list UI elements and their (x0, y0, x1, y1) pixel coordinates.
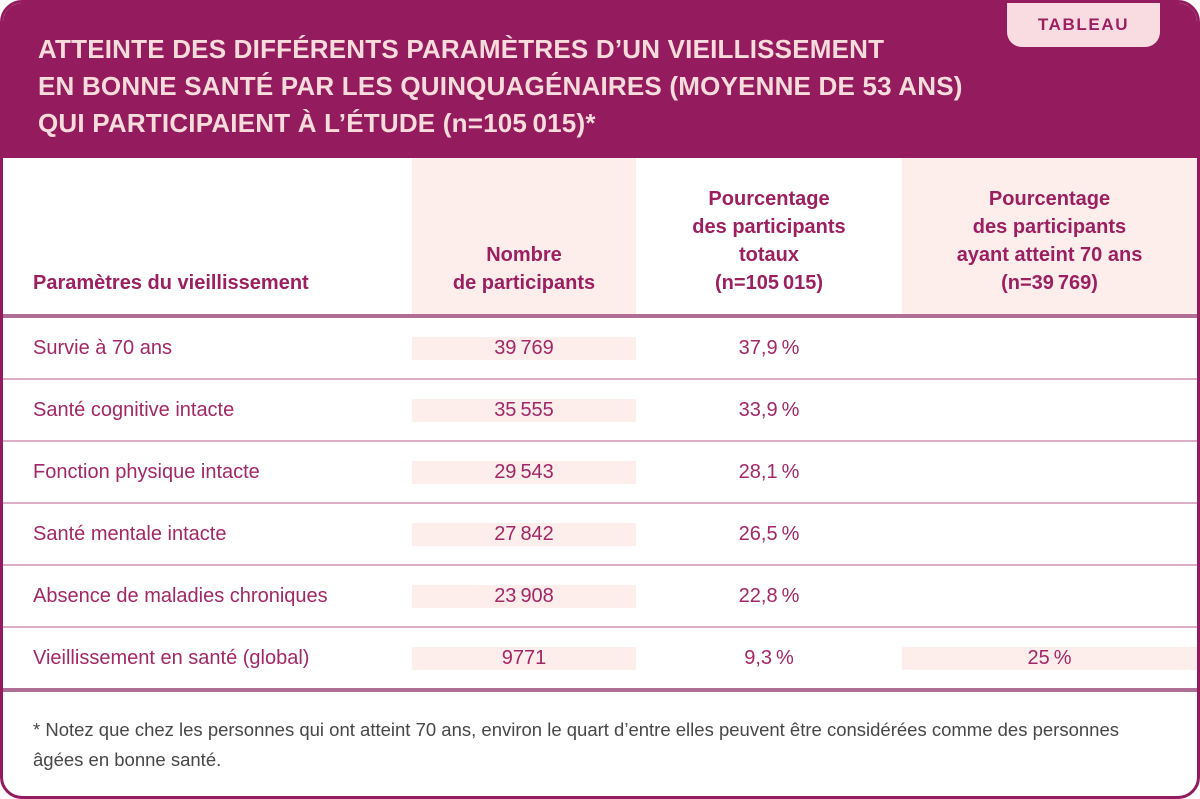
column-header-nombre: Nombre de participants (412, 158, 636, 314)
row-n-value: 27 842 (412, 522, 636, 546)
column-header-pct-70ans: Pourcentage des participants ayant attei… (902, 158, 1197, 314)
row-pct-total-value: 37,9 % (738, 336, 800, 359)
table-row: Santé mentale intacte 27 842 26,5 % (3, 504, 1197, 566)
row-param-label: Santé mentale intacte (33, 522, 227, 545)
row-pct-total-value: 33,9 % (738, 398, 800, 421)
row-pct-total-value: 9,3 % (744, 646, 794, 669)
column-header-text: Pourcentage (988, 188, 1111, 210)
table-row: Survie à 70 ans 39 769 37,9 % (3, 318, 1197, 380)
row-n-value: 9771 (412, 646, 636, 670)
column-header-parametres: Paramètres du vieillissement (3, 158, 412, 314)
row-pct-total-value: 22,8 % (738, 584, 800, 607)
table-row: Santé cognitive intacte 35 555 33,9 % (3, 380, 1197, 442)
footnote: * Notez que chez les personnes qui ont a… (3, 692, 1197, 775)
title-line-2: EN BONNE SANTÉ PAR LES QUINQUAGÉNAIRES (… (38, 71, 963, 101)
column-header-text: des participants (972, 216, 1127, 238)
row-n-value: 35 555 (412, 398, 636, 422)
row-pct-70-value: 25 % (902, 646, 1197, 670)
row-param-label: Vieillissement en santé (global) (33, 646, 310, 669)
column-header-row: Paramètres du vieillissement Nombre de p… (3, 158, 1197, 318)
table-row: Absence de maladies chroniques 23 908 22… (3, 566, 1197, 628)
column-header-text: ayant atteint 70 ans (956, 244, 1143, 266)
column-header-text: totaux (739, 244, 799, 266)
row-pct-total-value: 28,1 % (738, 460, 800, 483)
column-header-text: (n=105 015) (715, 272, 823, 294)
tableau-badge-label: TABLEAU (1037, 15, 1130, 34)
column-header-text: Nombre (486, 244, 562, 266)
column-header-text: Pourcentage (708, 188, 830, 210)
row-param-label: Fonction physique intacte (33, 460, 260, 483)
title-line-3: QUI PARTICIPAIENT À L’ÉTUDE (n=105 015)* (38, 108, 596, 138)
row-n-value: 29 543 (412, 460, 636, 484)
table-row: Fonction physique intacte 29 543 28,1 % (3, 442, 1197, 504)
row-param-label: Survie à 70 ans (33, 336, 172, 359)
table-title: ATTEINTE DES DIFFÉRENTS PARAMÈTRES D’UN … (3, 3, 1197, 142)
row-param-label: Absence de maladies chroniques (33, 584, 328, 607)
column-header-text: Paramètres du vieillissement (33, 272, 309, 294)
row-pct-total-value: 26,5 % (738, 522, 800, 545)
column-header-text: de participants (452, 272, 596, 294)
tableau-badge: TABLEAU (1007, 3, 1160, 47)
column-header-pct-total: Pourcentage des participants totaux (n=1… (636, 158, 902, 314)
title-line-1: ATTEINTE DES DIFFÉRENTS PARAMÈTRES D’UN … (38, 34, 885, 64)
row-n-value: 39 769 (412, 336, 636, 360)
column-header-text: des participants (692, 216, 846, 238)
header-band: TABLEAU ATTEINTE DES DIFFÉRENTS PARAMÈTR… (3, 3, 1197, 158)
table-row: Vieillissement en santé (global) 9771 9,… (3, 628, 1197, 692)
row-param-label: Santé cognitive intacte (33, 398, 235, 421)
row-n-value: 23 908 (412, 584, 636, 608)
column-header-text: (n=39 769) (1001, 272, 1098, 294)
